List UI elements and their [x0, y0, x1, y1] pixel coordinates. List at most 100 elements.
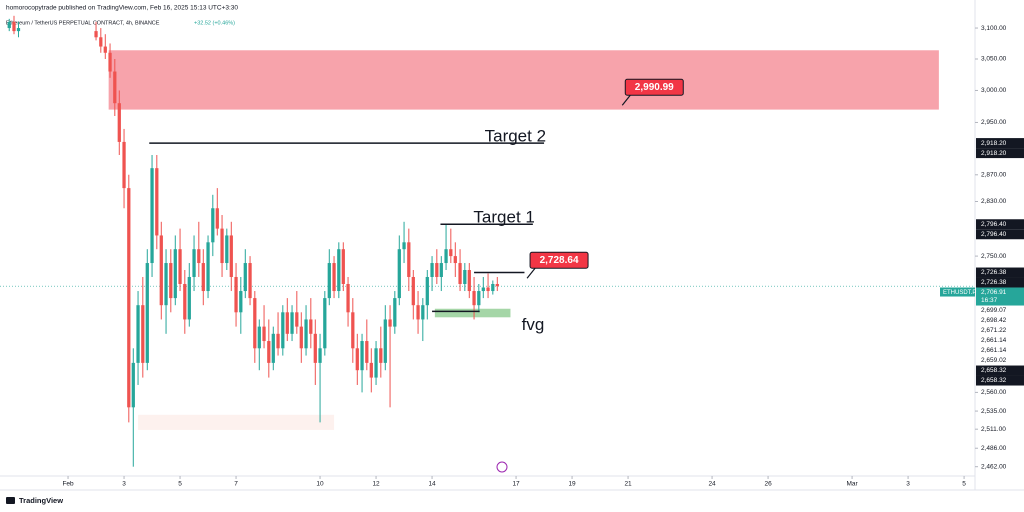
- candle-body: [141, 305, 145, 363]
- x-tick-label: 21: [624, 481, 632, 488]
- price-label-text: 2,661.14: [981, 347, 1007, 354]
- candle-body: [351, 312, 355, 349]
- candle-body: [379, 348, 383, 363]
- price-label-text: 2,661.14: [981, 337, 1007, 344]
- candle-body: [374, 348, 378, 378]
- candle-body: [383, 319, 387, 363]
- price-label-text: 2,671.22: [981, 327, 1007, 334]
- candle-body: [467, 269, 471, 292]
- candle-body: [239, 291, 243, 313]
- symbol-box: [940, 287, 975, 297]
- price-label-text: 2,726.38: [981, 279, 1007, 286]
- x-tick-label: 3: [906, 481, 910, 488]
- x-tick-label: 17: [512, 481, 520, 488]
- price-label: 2,661.14: [981, 337, 1007, 344]
- y-tick-label: 2,511.00: [981, 426, 1006, 433]
- level-text: Target 1: [473, 208, 534, 227]
- candle-body: [463, 269, 467, 284]
- candle-body: [295, 312, 299, 327]
- candle-body: [159, 235, 163, 306]
- y-tick-label: 2,535.00: [981, 408, 1007, 415]
- candle-body: [7, 21, 11, 29]
- candle-body: [99, 37, 103, 47]
- candle-body: [197, 249, 201, 264]
- candle-body: [393, 298, 397, 327]
- event-icon[interactable]: [496, 461, 508, 473]
- symbol-label: ETHUSDT.P: [943, 290, 976, 296]
- candle-body: [486, 287, 490, 292]
- candle-body: [150, 168, 154, 264]
- candle-body: [127, 188, 131, 408]
- price-box: [976, 277, 1024, 288]
- level-text: Target 2: [485, 127, 546, 146]
- candle-body: [117, 103, 121, 142]
- y-tick-label: 2,870.00: [981, 172, 1007, 179]
- candle-body: [136, 305, 140, 363]
- candle-body: [253, 298, 257, 349]
- candle-body: [430, 263, 434, 277]
- candle-body: [262, 326, 266, 342]
- candle-body: [407, 242, 411, 277]
- candle-body: [388, 319, 392, 327]
- candle-body: [206, 242, 210, 292]
- x-tick-label: 19: [568, 481, 576, 488]
- logo: [6, 497, 15, 504]
- candle-body: [220, 228, 224, 264]
- candle-body: [453, 256, 457, 264]
- candle-body: [337, 249, 341, 292]
- zone: [434, 308, 511, 318]
- candle-body: [155, 168, 159, 236]
- x-tick-label: 3: [122, 481, 126, 488]
- candle-body: [449, 249, 453, 257]
- zone: [138, 414, 335, 430]
- candle-body: [402, 242, 406, 250]
- price-box: [976, 229, 1024, 240]
- brand: TradingView: [19, 496, 63, 505]
- x-tick-label: 14: [428, 481, 436, 488]
- price-label-text: 2,726.38: [981, 269, 1007, 276]
- candle-body: [481, 287, 485, 292]
- candle-body: [178, 249, 182, 284]
- candle-body: [472, 291, 476, 306]
- candle-body: [122, 141, 126, 189]
- price-label-text: 2,658.32: [981, 367, 1007, 374]
- candle-body: [369, 362, 373, 378]
- candle-body: [491, 283, 495, 292]
- price-label-text: 2,918.20: [981, 150, 1007, 157]
- candle-body: [318, 348, 322, 363]
- candle-body: [113, 71, 117, 104]
- callout-pointer: [526, 267, 536, 279]
- price-box: [976, 148, 1024, 159]
- candle-body: [458, 263, 462, 284]
- candle-body: [271, 333, 275, 363]
- candle-body: [169, 263, 173, 299]
- candle-body: [243, 263, 247, 292]
- candle-body: [211, 208, 215, 243]
- candle-body: [477, 291, 481, 306]
- price-label: 2,661.14: [981, 347, 1007, 354]
- candle-body: [421, 305, 425, 320]
- y-tick-label: 3,000.00: [981, 87, 1007, 94]
- price-label-text: 2,658.32: [981, 377, 1007, 384]
- callout-label: 2,728.64: [540, 255, 579, 266]
- candle-body: [215, 208, 219, 229]
- candle-body: [346, 283, 350, 313]
- candle-body: [495, 283, 499, 287]
- callout: 2,990.99: [621, 78, 684, 106]
- candle-body: [201, 263, 205, 292]
- candle-body: [425, 276, 429, 306]
- candle-body: [16, 28, 21, 32]
- candle-body: [229, 235, 233, 277]
- candle-body: [131, 362, 135, 408]
- candle-body: [332, 263, 336, 292]
- x-tick-label: 12: [372, 481, 380, 488]
- y-tick-label: 2,830.00: [981, 198, 1007, 205]
- callout-label: 2,990.99: [635, 82, 674, 93]
- y-tick-label: 2,950.00: [981, 119, 1007, 126]
- price-label: 2,659.02: [981, 357, 1007, 364]
- price-label: 2,658.32: [976, 365, 1024, 376]
- price-box: [976, 267, 1024, 278]
- candle-body: [327, 263, 331, 299]
